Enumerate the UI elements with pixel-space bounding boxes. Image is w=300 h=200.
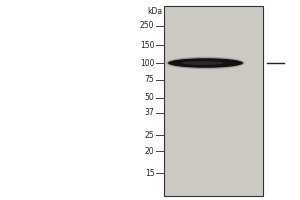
Text: 15: 15 — [145, 168, 154, 178]
Bar — [164, 6, 262, 196]
Text: 250: 250 — [140, 21, 154, 30]
Text: 150: 150 — [140, 40, 154, 49]
Text: 50: 50 — [145, 94, 154, 102]
Text: 20: 20 — [145, 146, 154, 156]
Text: 100: 100 — [140, 58, 154, 68]
Ellipse shape — [168, 58, 243, 68]
Text: 75: 75 — [145, 75, 154, 84]
Text: 37: 37 — [145, 108, 154, 117]
Ellipse shape — [182, 61, 223, 65]
Text: kDa: kDa — [147, 6, 162, 16]
Ellipse shape — [166, 57, 245, 69]
Text: 25: 25 — [145, 130, 154, 140]
